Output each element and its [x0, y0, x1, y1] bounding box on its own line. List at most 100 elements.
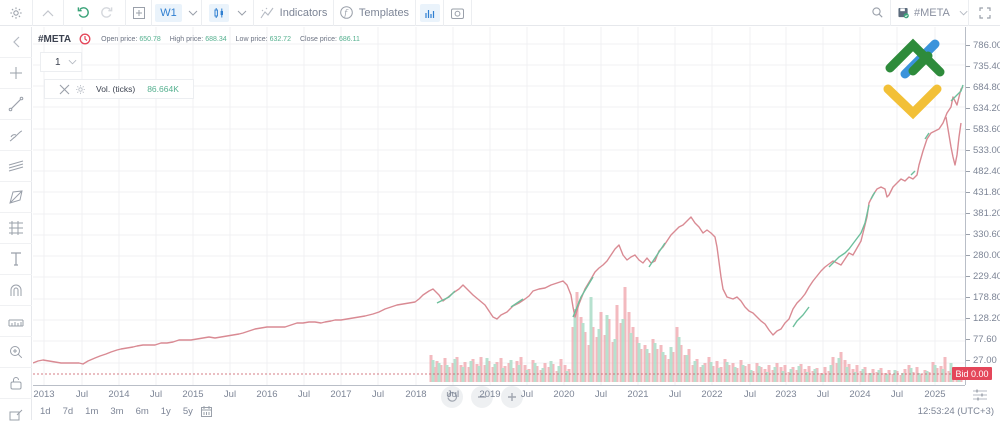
plus-square-icon [132, 6, 145, 19]
symbol-selector[interactable]: #META [891, 0, 969, 26]
trendline-icon [8, 96, 24, 112]
fullscreen-icon [978, 6, 991, 19]
volume-bars-icon [419, 3, 440, 22]
time-tick: Jul [149, 389, 163, 400]
camera-icon [451, 8, 464, 19]
top-toolbar: W1 Indicators f Templates #META [0, 0, 1000, 26]
time-tick: Jul [594, 389, 608, 400]
templates-label: Templates [358, 6, 410, 19]
time-tick: Jul [520, 389, 534, 400]
price-chart[interactable] [33, 27, 965, 408]
price-tick: 533.00 [966, 145, 1000, 156]
time-tick: 2021 [627, 389, 649, 400]
close-icon[interactable] [59, 84, 70, 95]
market-closed-clock-icon [79, 33, 91, 45]
fullscreen-button[interactable] [969, 0, 1000, 26]
volume-value: 86.664K [147, 84, 179, 94]
time-axis[interactable]: 2013 Jul 2014 Jul 2015 Jul 2016 Jul 2017… [33, 385, 965, 403]
price-tick: 381.20 [966, 208, 1000, 219]
search-button[interactable] [865, 0, 891, 26]
gear-icon [10, 6, 22, 19]
time-tick: 2014 [108, 389, 130, 400]
price-tick: 77.60 [966, 334, 997, 345]
range-1m-button[interactable]: 1m [85, 406, 99, 417]
price-series [33, 84, 964, 365]
fibonacci-icon [9, 221, 23, 235]
time-tick: Jul [371, 389, 385, 400]
add-chart-button[interactable] [126, 0, 152, 26]
volume-histogram [429, 287, 963, 382]
price-tick: 431.80 [966, 187, 1000, 198]
brush-tool[interactable] [0, 120, 32, 151]
screenshot-button[interactable] [444, 0, 472, 26]
close-price-value: 686.11 [338, 35, 360, 43]
bottom-bar: 1d 7d 1m 3m 6m 1y 5y 12:53:24 (UTC+3) [33, 403, 1000, 420]
pattern-tool[interactable] [0, 182, 32, 213]
price-tick: 128.20 [966, 313, 1000, 324]
redo-icon[interactable] [100, 6, 113, 19]
trendline-tool[interactable] [0, 89, 32, 120]
text-tool[interactable] [0, 244, 32, 275]
zoom-in-button[interactable] [501, 386, 523, 408]
range-3m-button[interactable]: 3m [110, 406, 124, 417]
collapse-toolbar-button[interactable] [33, 0, 64, 26]
volume-toggle-button[interactable] [416, 0, 444, 26]
time-tick: 2019 [479, 389, 501, 400]
time-tick: Jul [668, 389, 682, 400]
time-tick: Jul [816, 389, 830, 400]
price-tick: 735.40 [966, 61, 1000, 72]
time-tick: Jul [890, 389, 904, 400]
chart-canvas [33, 27, 965, 385]
lock-icon [10, 377, 22, 390]
lot-size-selector[interactable]: 1 [40, 52, 82, 72]
candles-icon [208, 3, 229, 22]
chevron-down-icon [188, 10, 198, 16]
axis-settings-button[interactable] [972, 389, 988, 401]
channel-tool[interactable] [0, 151, 32, 182]
templates-button[interactable]: f Templates [334, 0, 416, 26]
price-tick: 27.00 [966, 355, 997, 366]
chevron-up-icon [42, 9, 54, 16]
measure-tool[interactable] [0, 306, 32, 337]
low-price-value: 632.72 [269, 35, 291, 43]
range-1y-button[interactable]: 1y [160, 406, 171, 417]
time-tick: Jul [223, 389, 237, 400]
pattern-icon [9, 190, 23, 204]
time-tick: 2023 [775, 389, 797, 400]
time-tick: Jul [75, 389, 89, 400]
time-tick: 2017 [330, 389, 352, 400]
reset-zoom-button[interactable] [441, 386, 463, 408]
collapse-toolbar-button[interactable] [0, 27, 32, 58]
gear-icon[interactable] [75, 84, 86, 95]
svg-text:f: f [343, 9, 349, 18]
range-7d-button[interactable]: 7d [62, 406, 74, 417]
price-tick: 178.80 [966, 292, 1000, 303]
range-6m-button[interactable]: 6m [135, 406, 149, 417]
magnet-icon [10, 284, 22, 296]
range-1d-button[interactable]: 1d [40, 406, 51, 417]
time-tick: Jul [446, 389, 460, 400]
range-5y-button[interactable]: 5y [182, 406, 193, 417]
indicators-label: Indicators [279, 6, 328, 19]
grid-lines [33, 27, 965, 385]
reset-icon [446, 391, 458, 402]
price-axis[interactable]: 786.00 735.40 684.80 634.20 583.60 533.0… [965, 27, 1000, 385]
indicators-icon [260, 7, 274, 18]
indicators-button[interactable]: Indicators [254, 0, 334, 26]
chart-type-selector[interactable] [202, 0, 254, 26]
open-price-value: 650.78 [139, 35, 161, 43]
calendar-icon[interactable] [200, 406, 212, 417]
zoom-out-button[interactable] [471, 386, 493, 408]
undo-icon[interactable] [77, 6, 90, 19]
magnet-tool[interactable] [0, 275, 32, 306]
chevron-down-icon [959, 10, 968, 15]
volume-label: Vol. (ticks) [96, 84, 136, 94]
zoom-tool[interactable] [0, 337, 32, 368]
crosshair-tool[interactable] [0, 58, 32, 89]
settings-button[interactable] [0, 0, 33, 26]
edit-tool[interactable] [0, 399, 32, 430]
legend-symbol: #META [38, 33, 72, 45]
timeframe-selector[interactable]: W1 [152, 0, 202, 26]
lock-tool[interactable] [0, 368, 32, 399]
fibonacci-tool[interactable] [0, 213, 32, 244]
